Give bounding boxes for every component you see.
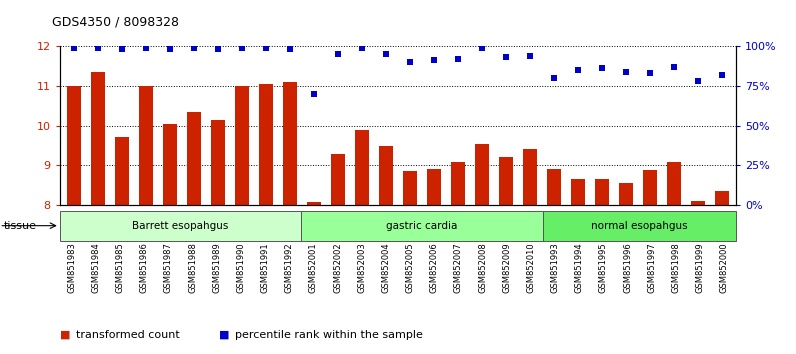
Point (380, 51, 392, 57)
Text: GSM851984: GSM851984 (92, 242, 100, 293)
Text: GSM851994: GSM851994 (575, 242, 583, 293)
Point (259, 45, 272, 50)
Point (716, 72, 728, 78)
Point (643, 70, 656, 76)
Bar (236, 86, 248, 205)
Text: GSM852009: GSM852009 (502, 242, 511, 293)
Bar (451, 161, 465, 205)
Text: transformed count: transformed count (76, 330, 179, 339)
Bar (523, 149, 537, 205)
Bar (380, 145, 392, 205)
Point (140, 45, 153, 50)
Text: normal esopahgus: normal esopahgus (591, 221, 688, 231)
Text: GSM851995: GSM851995 (599, 242, 608, 293)
Text: GSM851999: GSM851999 (696, 242, 704, 293)
Point (115, 46, 128, 52)
Bar (307, 202, 321, 205)
Text: tissue: tissue (4, 221, 37, 231)
Text: GDS4350 / 8098328: GDS4350 / 8098328 (52, 15, 179, 28)
Bar (543, 211, 736, 241)
Point (524, 53, 537, 58)
Text: GSM851986: GSM851986 (140, 242, 149, 293)
Point (332, 51, 345, 57)
Bar (188, 112, 201, 205)
Bar (572, 179, 584, 205)
Point (236, 45, 248, 50)
Text: GSM852010: GSM852010 (526, 242, 536, 293)
Point (212, 46, 224, 52)
Text: GSM852004: GSM852004 (381, 242, 390, 293)
Point (500, 54, 513, 60)
Text: GSM851996: GSM851996 (623, 242, 632, 293)
Point (475, 45, 488, 50)
Text: GSM852006: GSM852006 (430, 242, 439, 293)
Bar (355, 130, 369, 205)
Bar (475, 144, 489, 205)
Point (164, 46, 177, 52)
Text: GSM852001: GSM852001 (309, 242, 318, 293)
Point (356, 45, 369, 50)
Text: GSM851989: GSM851989 (213, 242, 221, 293)
Bar (139, 86, 153, 205)
Bar (259, 84, 273, 205)
Point (548, 75, 560, 81)
Bar (548, 170, 560, 205)
Text: GSM851993: GSM851993 (551, 242, 560, 293)
Text: GSM851987: GSM851987 (164, 242, 173, 293)
Bar (331, 154, 345, 205)
Text: ■: ■ (219, 330, 229, 339)
Point (68, 45, 80, 50)
Point (595, 65, 608, 71)
Text: GSM851983: GSM851983 (68, 242, 76, 293)
Bar (302, 211, 543, 241)
Point (427, 57, 440, 63)
Bar (404, 171, 416, 205)
Text: GSM852005: GSM852005 (406, 242, 415, 293)
Text: GSM851990: GSM851990 (236, 242, 245, 293)
Text: GSM851991: GSM851991 (260, 242, 270, 293)
Text: GSM852003: GSM852003 (357, 242, 366, 293)
Bar (619, 183, 633, 205)
Text: gastric cardia: gastric cardia (387, 221, 458, 231)
Point (404, 59, 416, 65)
Point (188, 45, 201, 50)
Text: GSM851985: GSM851985 (115, 242, 125, 293)
Bar (427, 170, 441, 205)
Text: GSM852007: GSM852007 (454, 242, 463, 293)
Point (668, 64, 681, 69)
Text: GSM851997: GSM851997 (647, 242, 656, 293)
Bar (691, 201, 704, 205)
Point (692, 78, 704, 84)
Bar (643, 170, 657, 205)
Point (451, 56, 464, 62)
Text: Barrett esopahgus: Barrett esopahgus (132, 221, 228, 231)
Bar (115, 137, 129, 205)
Bar (667, 161, 681, 205)
Text: ■: ■ (60, 330, 70, 339)
Text: GSM851988: GSM851988 (188, 242, 197, 293)
Bar (283, 82, 297, 205)
Text: GSM852000: GSM852000 (720, 242, 728, 293)
Point (308, 91, 321, 97)
Text: GSM852002: GSM852002 (333, 242, 342, 293)
Bar (212, 120, 224, 205)
Bar (68, 86, 80, 205)
Point (572, 67, 584, 73)
Bar (595, 179, 608, 205)
Point (619, 69, 632, 74)
Point (92, 45, 104, 50)
Bar (163, 124, 177, 205)
Text: percentile rank within the sample: percentile rank within the sample (235, 330, 423, 339)
Point (283, 46, 296, 52)
Bar (716, 192, 728, 205)
Bar (60, 211, 302, 241)
Bar (92, 72, 105, 205)
Bar (499, 157, 513, 205)
Text: GSM852008: GSM852008 (478, 242, 487, 293)
Text: GSM851992: GSM851992 (285, 242, 294, 293)
Text: GSM851998: GSM851998 (671, 242, 681, 293)
